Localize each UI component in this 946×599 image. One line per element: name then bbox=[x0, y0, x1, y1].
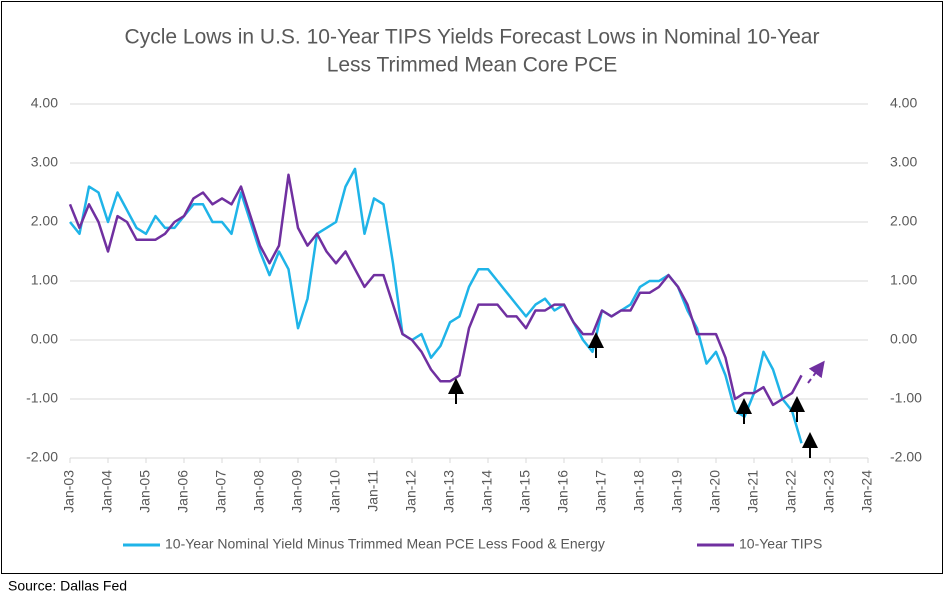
x-tick-label: Jan-07 bbox=[213, 470, 229, 513]
x-tick-label: Jan-06 bbox=[175, 470, 191, 513]
y2-tick-label: 4.00 bbox=[890, 95, 917, 111]
x-tick-label: Jan-10 bbox=[327, 470, 343, 513]
x-tick-label: Jan-16 bbox=[555, 470, 571, 513]
y-tick-label: 2.00 bbox=[31, 213, 58, 229]
x-tick-label: Jan-24 bbox=[859, 470, 875, 513]
x-tick-label: Jan-08 bbox=[251, 470, 267, 513]
y2-tick-label: -1.00 bbox=[890, 390, 922, 406]
y-tick-label: -1.00 bbox=[26, 390, 58, 406]
series-line bbox=[69, 167, 803, 444]
frame bbox=[1, 1, 943, 574]
x-tick-label: Jan-17 bbox=[593, 470, 609, 513]
chart-title: Less Trimmed Mean Core PCE bbox=[327, 54, 618, 77]
x-tick-label: Jan-11 bbox=[365, 470, 381, 512]
x-tick-label: Jan-23 bbox=[821, 470, 837, 513]
x-tick-label: Jan-09 bbox=[289, 470, 305, 513]
x-tick-label: Jan-13 bbox=[441, 470, 457, 513]
x-tick-label: Jan-05 bbox=[137, 470, 153, 513]
legend-label: 10-Year TIPS bbox=[739, 536, 822, 552]
y2-tick-label: -2.00 bbox=[890, 449, 922, 465]
source: Source: Dallas Fed bbox=[8, 578, 127, 594]
y-tick-label: 3.00 bbox=[31, 154, 58, 170]
legend: 10-Year Nominal Yield Minus Trimmed Mean… bbox=[123, 536, 822, 552]
y2-tick-label: 2.00 bbox=[890, 213, 917, 229]
x-tick-label: Jan-14 bbox=[479, 470, 495, 513]
y2-tick-label: 3.00 bbox=[890, 154, 917, 170]
lines bbox=[68, 167, 803, 444]
x-tick-label: Jan-03 bbox=[61, 470, 77, 513]
x-tick-label: Jan-15 bbox=[517, 470, 533, 513]
x-tick-label: Jan-21 bbox=[745, 470, 761, 513]
series-line bbox=[68, 173, 803, 407]
y-tick-label: 4.00 bbox=[31, 95, 58, 111]
y2-tick-label: 1.00 bbox=[890, 272, 917, 288]
x-tick-label: Jan-18 bbox=[631, 470, 647, 513]
y2-tick-label: 0.00 bbox=[890, 331, 917, 347]
x-tick-label: Jan-04 bbox=[99, 470, 115, 513]
grid: -2.00 -1.00 0.00 1.00 2.00 3.00 4.00 -2.00 -1.00… bbox=[26, 95, 922, 513]
legend-label: 10-Year Nominal Yield Minus Trimmed Mean… bbox=[165, 536, 605, 552]
y-tick-label: 1.00 bbox=[31, 272, 58, 288]
chart-title: Cycle Lows in U.S. 10-Year TIPS Yields F… bbox=[125, 26, 820, 49]
forecast-arrow bbox=[807, 360, 825, 384]
x-tick-label: Jan-19 bbox=[669, 470, 685, 513]
y-tick-label: -2.00 bbox=[26, 449, 58, 465]
x-tick-label: Jan-20 bbox=[707, 470, 723, 513]
x-tick-label: Jan-22 bbox=[783, 470, 799, 513]
x-tick-label: Jan-12 bbox=[403, 470, 419, 513]
annotations bbox=[448, 332, 825, 458]
y-tick-label: 0.00 bbox=[31, 331, 58, 347]
